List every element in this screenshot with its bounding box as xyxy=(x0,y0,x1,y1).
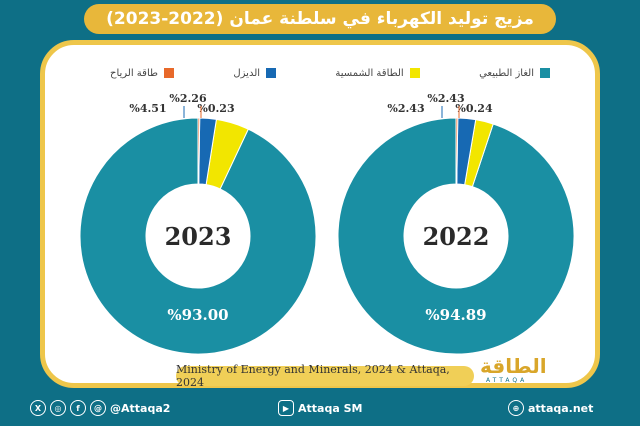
logo-subtext: ATTAQA xyxy=(486,377,528,384)
x-icon[interactable]: X xyxy=(30,400,46,416)
legend-label-solar: الطاقة الشمسية xyxy=(335,67,404,79)
footer-youtube: ▶ Attaqa SM xyxy=(278,400,362,416)
facebook-icon[interactable]: f xyxy=(70,400,86,416)
legend-item-diesel: الديزل xyxy=(233,67,277,79)
youtube-icon[interactable]: ▶ xyxy=(278,400,294,416)
footer-social-handle[interactable]: @Attaqa2 xyxy=(110,401,171,415)
attaqa-logo: الطاقة ATTAQA xyxy=(480,354,560,384)
chart-title: مزيج توليد الكهرباء في سلطنة عمان (2022-… xyxy=(84,4,556,34)
footer-website-link[interactable]: attaqa.net xyxy=(528,401,594,415)
instagram-icon[interactable]: ◎ xyxy=(50,400,66,416)
footer: X ◎ f @ @Attaqa2 ▶ Attaqa SM ⊕ attaqa.ne… xyxy=(0,392,640,426)
at-icon: @ xyxy=(90,400,106,416)
legend-item-natural-gas: الغاز الطبيعي xyxy=(479,68,550,79)
chart-card xyxy=(40,40,600,388)
legend: الغاز الطبيعي الطاقة الشمسية الديزل طاقة… xyxy=(110,64,550,82)
legend-swatch-diesel xyxy=(266,68,277,78)
legend-label-natural-gas: الغاز الطبيعي xyxy=(479,67,534,79)
footer-youtube-label[interactable]: Attaqa SM xyxy=(298,401,363,415)
legend-swatch-wind xyxy=(163,68,174,78)
legend-item-wind: طاقة الرياح xyxy=(110,68,174,79)
legend-swatch-solar xyxy=(409,68,420,78)
legend-item-solar: الطاقة الشمسية xyxy=(335,67,420,79)
legend-label-diesel: الديزل xyxy=(233,67,261,79)
footer-website: ⊕ attaqa.net xyxy=(508,400,593,416)
legend-label-wind: طاقة الرياح xyxy=(110,67,158,79)
globe-icon: ⊕ xyxy=(508,400,524,416)
legend-swatch-natural-gas xyxy=(540,68,550,78)
source-note: Ministry of Energy and Minerals, 2024 & … xyxy=(176,363,474,389)
footer-social: X ◎ f @ @Attaqa2 xyxy=(30,400,170,416)
logo-text: الطاقة xyxy=(480,354,547,378)
